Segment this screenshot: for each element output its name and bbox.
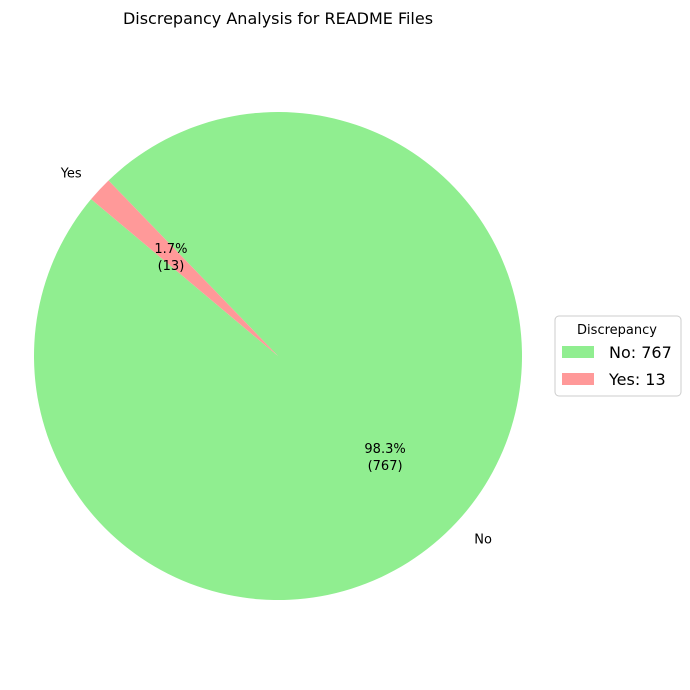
legend-swatch-yes [562, 373, 594, 385]
legend-label-no: No: 767 [609, 343, 672, 362]
pie-slice-no [33, 112, 522, 600]
slice-count-no: (767) [368, 459, 403, 474]
pie-slice-yes [91, 180, 278, 356]
legend-label-yes: Yes: 13 [608, 370, 666, 389]
legend-title: Discrepancy [577, 323, 657, 338]
chart-title: Discrepancy Analysis for README Files [123, 9, 433, 28]
slice-label-no: No [474, 533, 492, 548]
legend-swatch-no [562, 346, 594, 358]
legend: Discrepancy No: 767 Yes: 13 [554, 315, 682, 397]
slice-count-yes: (13) [158, 259, 185, 274]
pie-chart: No 98.3% (767) Yes 1.7% (13) [33, 112, 522, 600]
slice-percent-no: 98.3% [364, 442, 405, 457]
slice-label-yes: Yes [60, 166, 82, 181]
slice-percent-yes: 1.7% [154, 242, 187, 257]
